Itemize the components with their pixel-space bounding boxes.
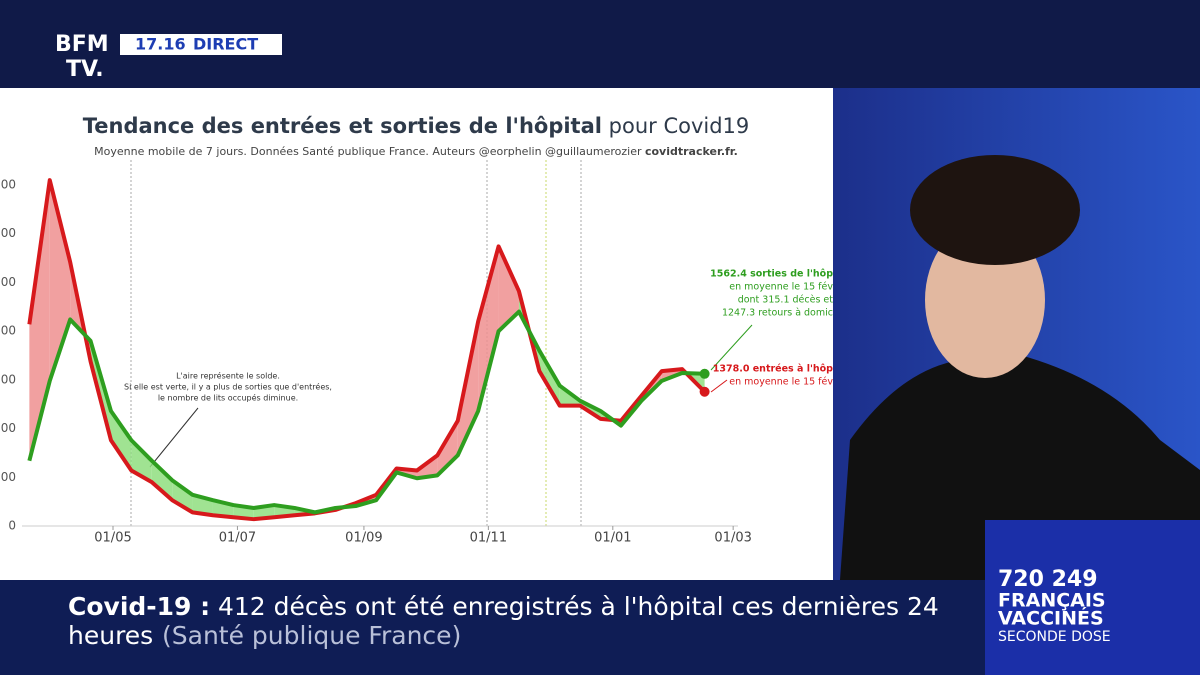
- balance-area: [29, 180, 50, 461]
- ticker-text: heures: [68, 621, 153, 650]
- annotation: 1562.4 sorties de l'hôp: [710, 269, 833, 280]
- balance-area: [478, 246, 499, 412]
- x-tick-label: 01/03: [714, 531, 751, 546]
- annotation-arrow: [710, 379, 728, 393]
- ticker-bar: [0, 580, 985, 675]
- balance-area: [437, 420, 458, 476]
- y-tick-label: 00: [1, 226, 16, 240]
- annotation: L'aire représente le solde.: [176, 371, 280, 381]
- time-box: [120, 34, 282, 55]
- logo: TV.: [66, 57, 104, 82]
- chart-title-suffix: pour Covid19: [609, 114, 750, 138]
- live-label: DIRECT: [193, 35, 258, 54]
- chart-title: Tendance des entrées et sorties de l'hôp…: [83, 114, 750, 138]
- annotation-arrow: [710, 324, 753, 371]
- end-point: [699, 386, 710, 397]
- annotation: 1378.0 entrées à l'hôp: [713, 364, 833, 375]
- y-tick-label: 00: [1, 470, 16, 484]
- end-point: [699, 368, 710, 379]
- x-tick-label: 01/07: [219, 531, 256, 546]
- chart-source: covidtracker.fr.: [645, 145, 738, 158]
- y-tick-label: 00: [1, 324, 16, 338]
- side-box: [985, 520, 1200, 675]
- y-tick-label: 0: [8, 519, 16, 533]
- annotation-arrow: [149, 407, 199, 468]
- annotation: en moyenne le 15 fév: [729, 282, 833, 293]
- ticker-text: 412 décès ont été enregistrés à l'hôpita…: [218, 592, 939, 621]
- x-tick-label: 01/09: [345, 531, 382, 546]
- y-tick-label: 00: [1, 372, 16, 386]
- annotation: dont 315.1 décès et: [738, 295, 834, 306]
- y-tick-label: 00: [1, 275, 16, 289]
- chart-title: Tendance des entrées et sorties de l'hôp…: [83, 114, 602, 138]
- balance-area: [172, 480, 193, 513]
- x-tick-label: 01/05: [94, 531, 131, 546]
- ticker-source: (Santé publique France): [162, 621, 461, 650]
- annotation: en moyenne le 15 fév: [729, 377, 833, 388]
- chart-subtitle: Moyenne mobile de 7 jours. Données Santé…: [94, 145, 738, 158]
- side-text: FRANÇAIS: [998, 590, 1106, 612]
- time: 17.16: [135, 35, 186, 54]
- balance-area: [110, 411, 132, 471]
- chart-subtitle: Moyenne mobile de 7 jours. Données Santé…: [94, 145, 642, 158]
- y-tick-label: 00: [1, 421, 16, 435]
- side-text: SECONDE DOSE: [998, 629, 1111, 645]
- logo: BFM: [55, 32, 109, 57]
- series-line: [27, 178, 707, 522]
- annotation: le nombre de lits occupés diminue.: [158, 393, 298, 403]
- x-tick-label: 01/01: [594, 531, 631, 546]
- x-tick-label: 01/11: [470, 531, 507, 546]
- series-line: [27, 309, 705, 515]
- person-hair: [910, 155, 1080, 265]
- y-tick-label: 00: [1, 178, 16, 192]
- chart-panel: [0, 88, 833, 580]
- annotation: 1247.3 retours à domic: [722, 308, 833, 319]
- side-number: 720 249: [998, 567, 1098, 592]
- balance-area: [151, 460, 173, 501]
- ticker-label: Covid-19 :: [68, 592, 210, 621]
- balance-area: [539, 350, 560, 406]
- annotation: Si elle est verte, il y a plus de sortie…: [124, 382, 332, 392]
- side-text: VACCINÉS: [998, 607, 1104, 630]
- chart: Tendance des entrées et sorties de l'hôp…: [1, 114, 834, 546]
- balance-area: [498, 246, 519, 332]
